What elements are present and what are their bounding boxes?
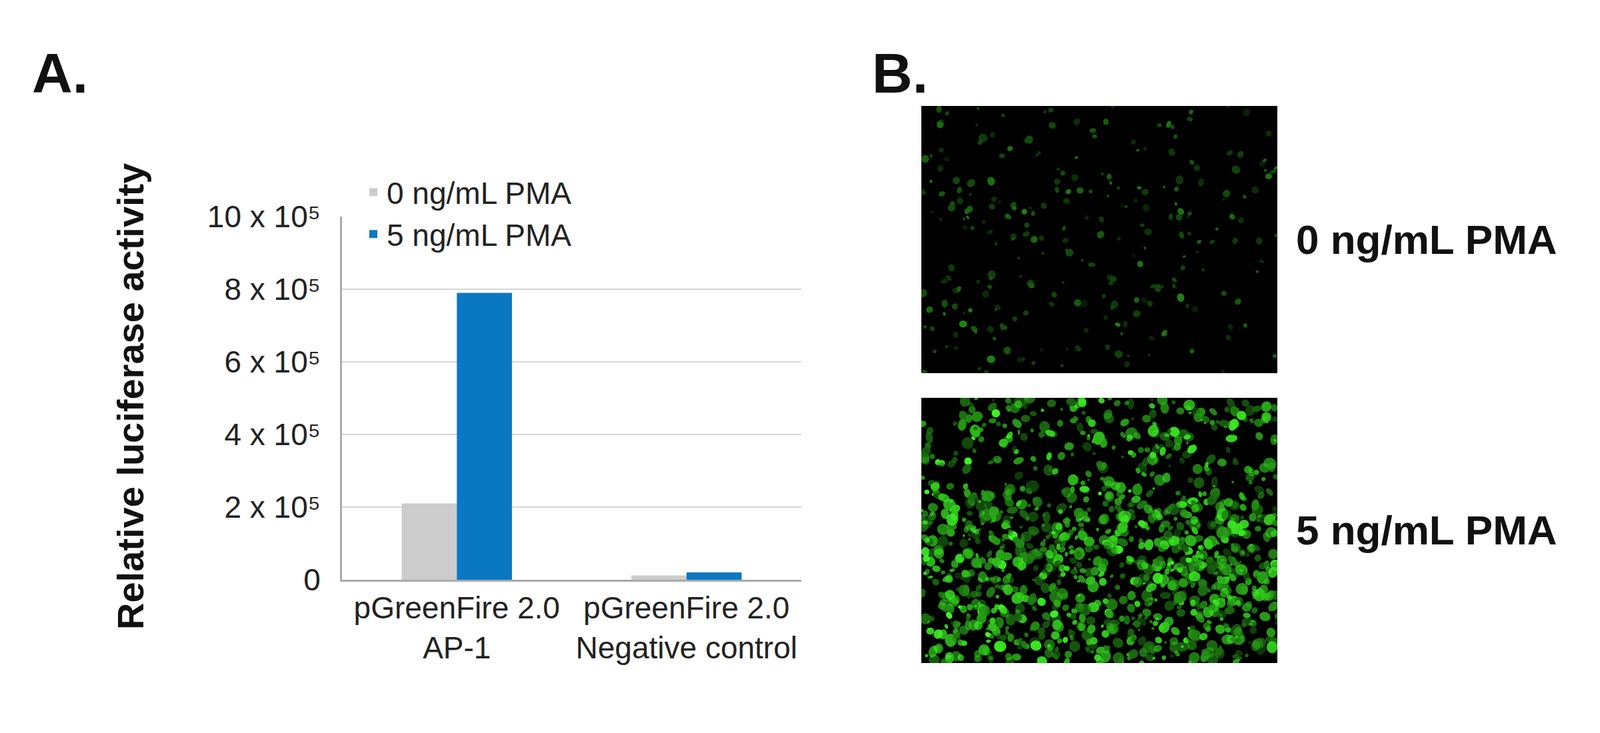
svg-text:pGreenFire 2.0Negative control: pGreenFire 2.0Negative control bbox=[576, 590, 798, 666]
html-text:A.: A. bbox=[32, 42, 88, 105]
svg-text:pGreenFire 2.0AP-1: pGreenFire 2.0AP-1 bbox=[354, 590, 560, 666]
svg-text:0: 0 bbox=[303, 562, 321, 598]
svg-text:8 x 10⁵: 8 x 10⁵ bbox=[224, 272, 320, 307]
html-text:0 ng/mL PMA: 0 ng/mL PMA bbox=[1296, 216, 1558, 263]
svg-text:0 ng/mL PMA: 0 ng/mL PMA bbox=[386, 176, 572, 211]
html-text:B.: B. bbox=[872, 42, 928, 105]
svg-text:4 x 10⁵: 4 x 10⁵ bbox=[224, 417, 320, 452]
svg-text:Relative luciferase activity: Relative luciferase activity bbox=[109, 163, 152, 630]
html-text:5 ng/mL PMA: 5 ng/mL PMA bbox=[1296, 507, 1558, 554]
svg-text:2 x 10⁵: 2 x 10⁵ bbox=[224, 490, 320, 525]
svg-text:10 x 10⁵: 10 x 10⁵ bbox=[207, 199, 321, 234]
svg-text:6 x 10⁵: 6 x 10⁵ bbox=[224, 344, 320, 380]
svg-text:5 ng/mL PMA: 5 ng/mL PMA bbox=[386, 218, 572, 253]
